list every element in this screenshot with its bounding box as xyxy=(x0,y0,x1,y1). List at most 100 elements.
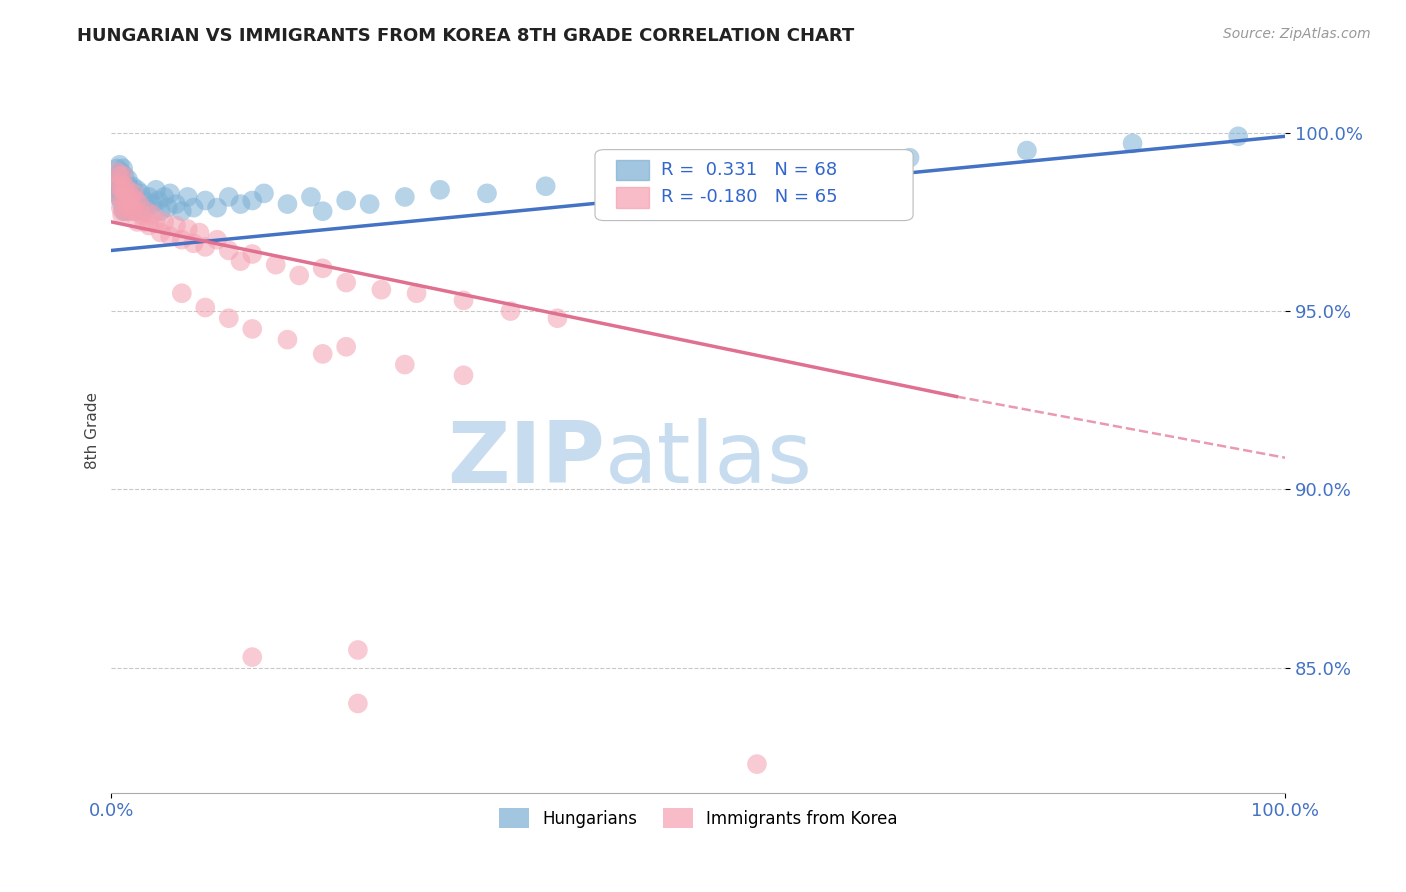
Point xyxy=(347,643,370,657)
Point xyxy=(194,194,217,208)
Point xyxy=(194,301,217,315)
Y-axis label: 8th Grade: 8th Grade xyxy=(86,392,100,469)
Point xyxy=(125,201,148,215)
Point xyxy=(229,197,252,211)
Point xyxy=(240,322,263,336)
Point xyxy=(156,201,179,215)
Point xyxy=(105,161,128,176)
Point xyxy=(121,179,143,194)
Point xyxy=(288,268,311,283)
Point xyxy=(394,190,416,204)
Point xyxy=(110,165,132,179)
Point xyxy=(898,151,921,165)
Point xyxy=(335,276,357,290)
Point xyxy=(110,176,132,190)
Point xyxy=(105,179,128,194)
Point xyxy=(112,204,135,219)
Point xyxy=(120,197,142,211)
Text: R =  0.331   N = 68: R = 0.331 N = 68 xyxy=(661,161,837,179)
Point xyxy=(114,204,136,219)
Point xyxy=(159,229,181,244)
Point xyxy=(264,258,287,272)
Point xyxy=(112,194,135,208)
Point xyxy=(177,222,200,236)
Point xyxy=(745,757,768,772)
Point xyxy=(127,183,149,197)
Point xyxy=(429,183,451,197)
Point xyxy=(118,194,141,208)
Point xyxy=(129,186,152,201)
Point xyxy=(120,204,142,219)
Point xyxy=(312,261,335,276)
Point xyxy=(112,183,135,197)
Point xyxy=(145,183,167,197)
Point xyxy=(240,194,263,208)
Point xyxy=(118,179,141,194)
FancyBboxPatch shape xyxy=(616,160,650,180)
Point xyxy=(131,204,153,219)
Point xyxy=(453,293,475,308)
Point xyxy=(112,169,135,183)
Point xyxy=(135,201,157,215)
Point xyxy=(159,186,181,201)
Point xyxy=(149,226,172,240)
Point xyxy=(475,186,498,201)
Point xyxy=(112,204,135,219)
Point xyxy=(138,190,160,204)
Point xyxy=(112,169,135,183)
Point xyxy=(107,179,129,194)
Text: atlas: atlas xyxy=(605,418,813,501)
Point xyxy=(359,197,381,211)
Point xyxy=(134,194,156,208)
Point xyxy=(111,197,134,211)
Point xyxy=(118,201,141,215)
Point xyxy=(111,176,134,190)
Point xyxy=(114,179,136,194)
Point xyxy=(165,197,187,211)
Point xyxy=(218,311,240,326)
Point xyxy=(134,215,156,229)
Point xyxy=(145,215,167,229)
Point xyxy=(110,186,132,201)
Point xyxy=(177,190,200,204)
Point xyxy=(347,697,370,711)
Point xyxy=(218,190,240,204)
Point xyxy=(229,254,252,268)
Point xyxy=(124,204,146,219)
Point xyxy=(110,201,132,215)
Point xyxy=(312,347,335,361)
Point xyxy=(141,208,163,222)
Point xyxy=(115,183,138,197)
Point xyxy=(122,186,145,201)
Point xyxy=(141,197,163,211)
Point xyxy=(117,183,139,197)
Point xyxy=(153,215,176,229)
Point xyxy=(108,183,131,197)
FancyBboxPatch shape xyxy=(616,187,650,208)
Point xyxy=(276,197,298,211)
Point xyxy=(405,286,427,301)
Point xyxy=(148,194,170,208)
Point xyxy=(108,190,131,204)
Point xyxy=(194,240,217,254)
Point xyxy=(114,186,136,201)
Text: HUNGARIAN VS IMMIGRANTS FROM KOREA 8TH GRADE CORRELATION CHART: HUNGARIAN VS IMMIGRANTS FROM KOREA 8TH G… xyxy=(77,27,855,45)
Point xyxy=(370,283,392,297)
Point xyxy=(183,236,205,251)
Point xyxy=(108,169,131,183)
Point xyxy=(112,161,135,176)
Point xyxy=(127,215,149,229)
Point xyxy=(111,208,134,222)
Point xyxy=(112,179,135,194)
Point xyxy=(135,204,157,219)
Text: ZIP: ZIP xyxy=(447,418,605,501)
Point xyxy=(205,233,228,247)
Point xyxy=(253,186,276,201)
Point xyxy=(124,190,146,204)
Point xyxy=(335,340,357,354)
Point xyxy=(127,197,149,211)
Point xyxy=(1015,144,1038,158)
Point xyxy=(120,186,142,201)
Point xyxy=(170,286,193,301)
Point xyxy=(183,201,205,215)
